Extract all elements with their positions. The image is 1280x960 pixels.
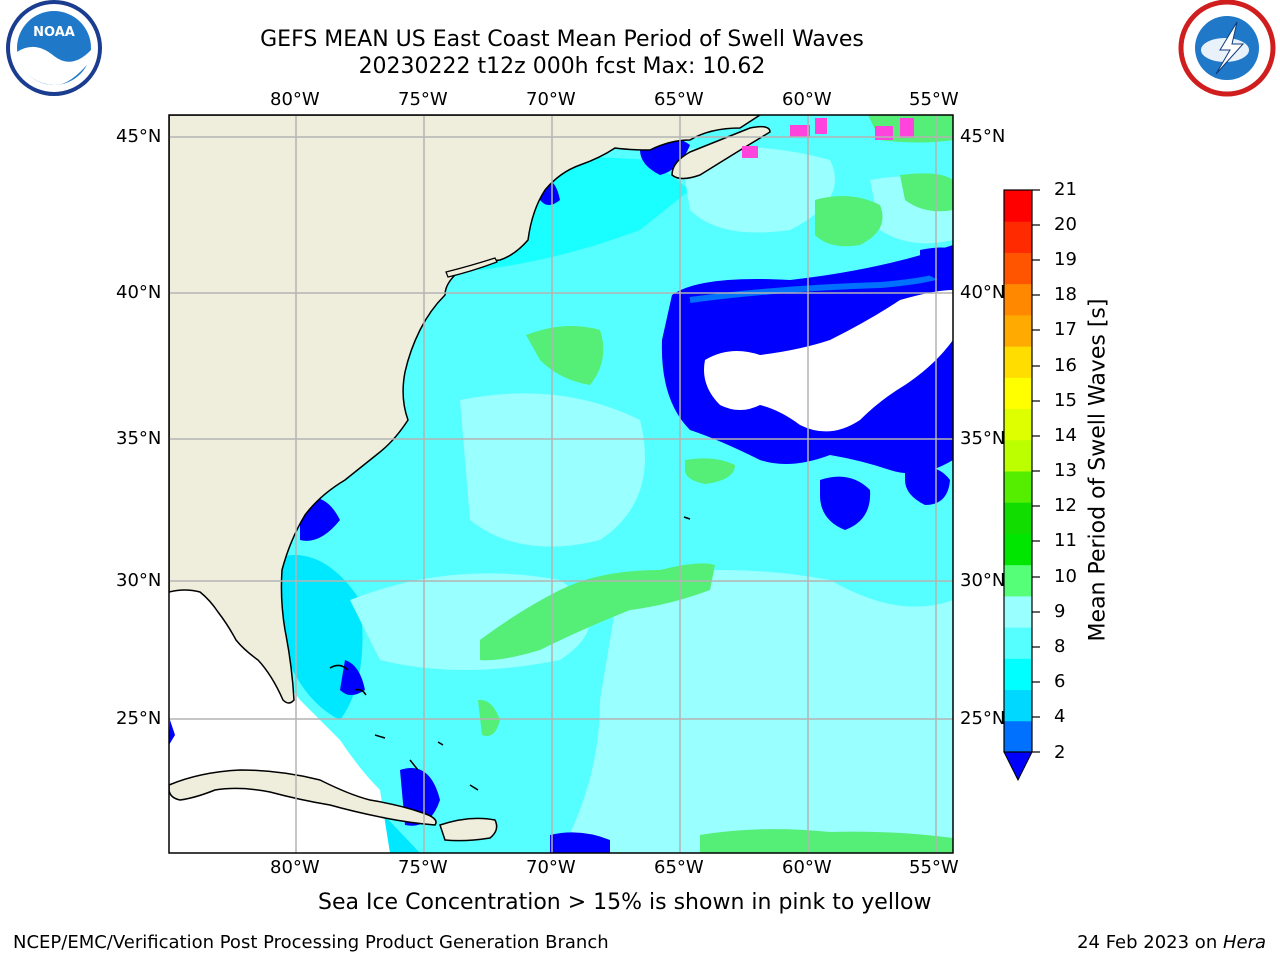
- colorbar-segment: [1004, 314, 1032, 347]
- colorbar-segment: [1004, 595, 1032, 628]
- footer-date: 24 Feb 2023 on Hera: [1077, 932, 1266, 953]
- lat-label-left-45n: 45°N: [116, 126, 162, 147]
- lon-label-top-65w: 65°W: [654, 89, 704, 110]
- colorbar-tick-14: 14: [1054, 425, 1077, 446]
- lat-label-right-25n: 25°N: [960, 708, 1006, 729]
- lat-label-right-40n: 40°N: [960, 282, 1006, 303]
- colorbar-segment: [1004, 502, 1032, 534]
- colorbar-tick-17: 17: [1054, 319, 1077, 340]
- lon-label-bottom-65w: 65°W: [654, 857, 704, 878]
- lon-label-bottom-55w: 55°W: [909, 857, 959, 878]
- lon-label-bottom-75w: 75°W: [398, 857, 448, 878]
- footer-credit: NCEP/EMC/Verification Post Processing Pr…: [13, 932, 609, 953]
- lon-label-top-60w: 60°W: [782, 89, 832, 110]
- lon-label-bottom-70w: 70°W: [526, 857, 576, 878]
- lon-label-bottom-60w: 60°W: [782, 857, 832, 878]
- colorbar-tick-8: 8: [1054, 636, 1066, 657]
- colorbar: [1003, 189, 1040, 782]
- colorbar-segment: [1004, 439, 1032, 472]
- graticule: [169, 115, 953, 853]
- colorbar-segment: [1004, 658, 1032, 691]
- colorbar-tick-12: 12: [1054, 495, 1077, 516]
- colorbar-segment: [1004, 346, 1032, 378]
- colorbar-segment: [1004, 533, 1032, 566]
- colorbar-segment: [1004, 283, 1032, 316]
- footer-machine: Hera: [1222, 932, 1266, 953]
- colorbar-tick-11: 11: [1054, 530, 1077, 551]
- colorbar-segment: [1004, 689, 1032, 722]
- colorbar-segment: [1004, 377, 1032, 410]
- colorbar-tick-16: 16: [1054, 355, 1077, 376]
- colorbar-segment: [1004, 221, 1032, 253]
- colorbar-segment: [1004, 252, 1032, 285]
- sea-ice-note: Sea Ice Concentration > 15% is shown in …: [318, 890, 932, 915]
- lat-label-left-25n: 25°N: [116, 708, 162, 729]
- colorbar-tick-18: 18: [1054, 284, 1077, 305]
- colorbar-segment: [1004, 190, 1032, 222]
- colorbar-tick-6: 6: [1054, 671, 1066, 692]
- map-frame: [168, 114, 954, 854]
- nws-logo: [1178, 0, 1276, 97]
- lat-label-right-45n: 45°N: [960, 126, 1006, 147]
- colorbar-tick-9: 9: [1054, 601, 1066, 622]
- lon-label-top-55w: 55°W: [909, 89, 959, 110]
- lat-label-right-30n: 30°N: [960, 570, 1006, 591]
- colorbar-tick-10: 10: [1054, 566, 1077, 587]
- colorbar-segment: [1004, 564, 1032, 597]
- lon-label-top-75w: 75°W: [398, 89, 448, 110]
- noaa-logo: NOAA: [6, 0, 102, 96]
- colorbar-tick-13: 13: [1054, 460, 1077, 481]
- colorbar-extension-triangle: [1003, 751, 1033, 782]
- lat-label-left-30n: 30°N: [116, 570, 162, 591]
- colorbar-tick-21: 21: [1054, 179, 1077, 200]
- colorbar-segment: [1004, 627, 1032, 659]
- lat-label-left-35n: 35°N: [116, 428, 162, 449]
- colorbar-tick-4: 4: [1054, 706, 1066, 727]
- footer-date-text: 24 Feb 2023 on: [1077, 932, 1223, 953]
- chart-subtitle-run: 20230222 t12z 000h fcst Max: 10.62: [358, 54, 766, 79]
- chart-title: GEFS MEAN US East Coast Mean Period of S…: [260, 27, 864, 52]
- colorbar-tick-15: 15: [1054, 390, 1077, 411]
- colorbar-tick-2: 2: [1054, 742, 1066, 763]
- lat-label-left-40n: 40°N: [116, 282, 162, 303]
- colorbar-segment: [1004, 720, 1032, 753]
- colorbar-tick-20: 20: [1054, 214, 1077, 235]
- colorbar-segment: [1004, 471, 1032, 503]
- svg-text:NOAA: NOAA: [33, 25, 75, 40]
- colorbar-label: Mean Period of Swell Waves [s]: [1085, 298, 1111, 642]
- lat-label-right-35n: 35°N: [960, 428, 1006, 449]
- colorbar-tick-19: 19: [1054, 249, 1077, 270]
- lon-label-bottom-80w: 80°W: [270, 857, 320, 878]
- map-area: [169, 115, 953, 853]
- colorbar-segment: [1004, 408, 1032, 441]
- lon-label-top-80w: 80°W: [270, 89, 320, 110]
- lon-label-top-70w: 70°W: [526, 89, 576, 110]
